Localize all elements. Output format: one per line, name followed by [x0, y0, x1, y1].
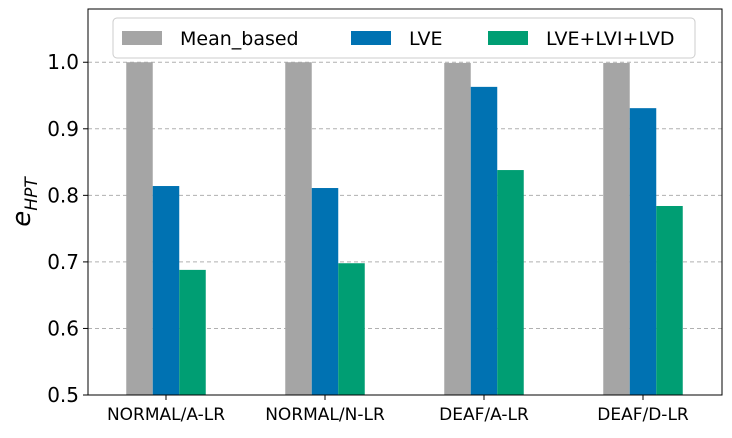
y-tick-label: 0.5 — [47, 383, 79, 407]
legend-label: Mean_based — [180, 28, 299, 50]
plot-frame — [87, 8, 723, 396]
x-tick-label: NORMAL/N-LR — [265, 405, 385, 425]
bar-lve-deaf-d-lr — [629, 108, 657, 395]
bar-mean-based-deaf-a-lr — [444, 62, 471, 396]
y-axis-label-subscript: HPT — [22, 176, 42, 211]
bar-lve-normal-n-lr — [311, 188, 339, 395]
y-axis-label-main: e — [7, 211, 37, 227]
bar-lve-lvi-lvd-normal-a-lr — [179, 269, 206, 395]
legend-swatch-lve-lvi-lvd — [488, 31, 528, 45]
y-axis-ticks: 0.5 0.6 0.7 0.8 0.9 1.0 — [47, 50, 88, 407]
bar-lve-lvi-lvd-deaf-a-lr — [497, 170, 524, 395]
bar-lve-deaf-a-lr — [470, 86, 498, 396]
bars — [126, 62, 683, 396]
y-tick-label: 0.8 — [47, 183, 79, 207]
x-tick-label: DEAF/D-LR — [597, 405, 689, 425]
bar-lve-lvi-lvd-deaf-d-lr — [656, 205, 683, 395]
bar-mean-based-normal-n-lr — [285, 62, 312, 395]
legend: Mean_based LVE LVE+LVI+LVD — [112, 17, 696, 59]
y-tick-label: 0.6 — [47, 316, 79, 340]
bar-mean-based-deaf-d-lr — [603, 62, 630, 396]
x-axis-ticks: NORMAL/A-LR NORMAL/N-LR DEAF/A-LR DEAF/D-LR — [107, 395, 689, 425]
legend-box — [112, 17, 696, 59]
bar-mean-based-normal-a-lr — [126, 62, 153, 395]
legend-swatch-lve — [351, 31, 391, 45]
legend-label: LVE — [409, 28, 443, 50]
y-tick-label: 1.0 — [47, 50, 79, 74]
legend-label: LVE+LVI+LVD — [546, 28, 675, 50]
bar-lve-lvi-lvd-normal-n-lr — [338, 263, 365, 395]
x-tick-label: NORMAL/A-LR — [107, 405, 225, 425]
bar-lve-normal-a-lr — [152, 186, 180, 395]
y-tick-label: 0.7 — [47, 250, 79, 274]
y-tick-label: 0.9 — [47, 117, 79, 141]
legend-swatch-mean-based — [122, 31, 162, 45]
y-axis-label: eHPT — [7, 176, 42, 227]
x-tick-label: DEAF/A-LR — [439, 405, 529, 425]
